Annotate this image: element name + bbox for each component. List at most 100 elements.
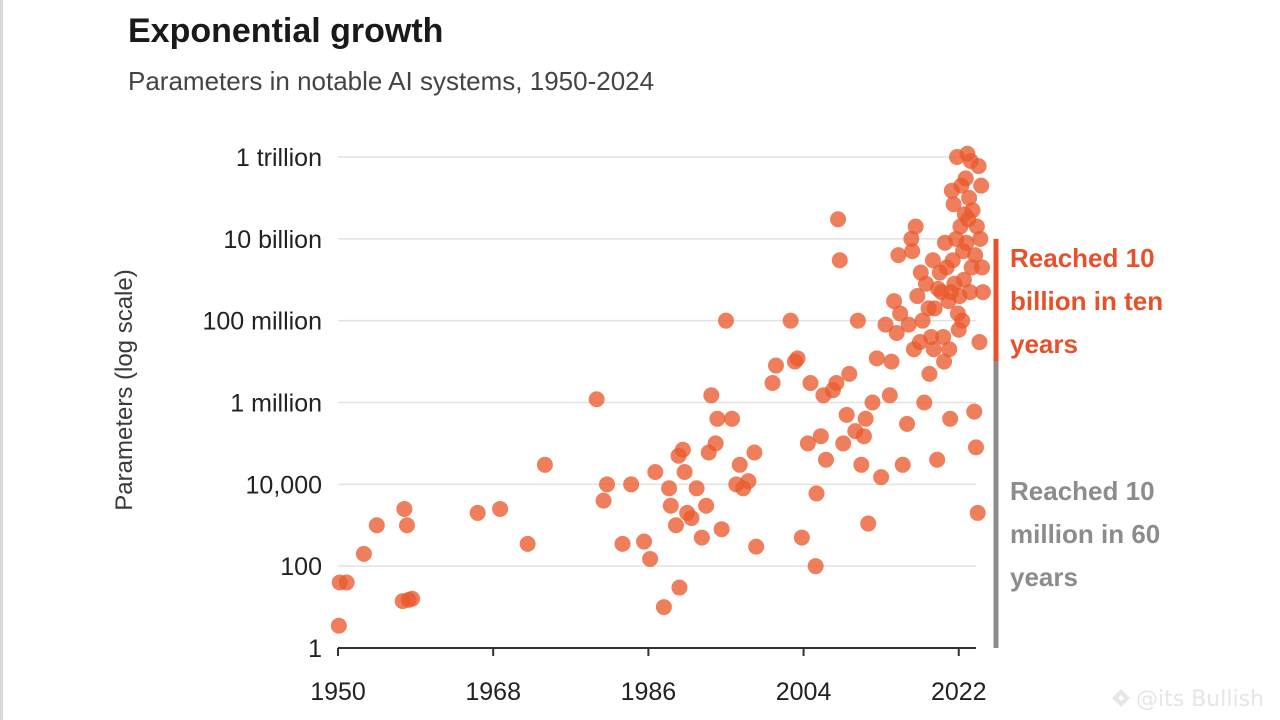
- data-point: [709, 410, 726, 427]
- data-point: [892, 305, 909, 322]
- data-point: [930, 280, 947, 297]
- data-point: [925, 341, 942, 358]
- x-tick-label: 2022: [931, 678, 987, 706]
- data-point: [807, 558, 824, 575]
- data-point: [724, 410, 741, 427]
- data-point: [782, 312, 799, 329]
- annotation-text: years: [1010, 329, 1078, 359]
- data-point: [936, 353, 953, 370]
- data-point: [338, 574, 355, 591]
- data-point: [703, 387, 720, 404]
- data-point: [469, 504, 486, 521]
- data-point: [945, 196, 962, 213]
- y-tick-label: 10,000: [246, 471, 322, 499]
- data-point: [899, 415, 916, 432]
- data-point: [864, 394, 881, 411]
- data-point: [674, 441, 691, 458]
- data-point: [886, 293, 903, 310]
- data-point: [831, 252, 848, 269]
- data-point: [396, 500, 413, 517]
- data-point: [808, 485, 825, 502]
- data-point: [740, 473, 757, 490]
- data-point: [961, 189, 978, 206]
- data-point: [921, 365, 938, 382]
- data-point: [731, 456, 748, 473]
- data-point: [907, 218, 924, 235]
- data-point: [614, 535, 631, 552]
- data-point: [971, 334, 988, 351]
- data-points: [330, 145, 991, 634]
- data-point: [953, 177, 970, 194]
- data-point: [904, 243, 921, 260]
- data-point: [595, 492, 612, 509]
- data-point: [924, 252, 941, 269]
- watermark-text: @its Bullish: [1136, 687, 1264, 712]
- y-tick-label: 10 billion: [223, 226, 322, 254]
- data-point: [955, 271, 972, 288]
- data-point: [793, 529, 810, 546]
- data-point: [671, 579, 688, 596]
- annotation-text: years: [1010, 562, 1078, 592]
- data-point: [838, 406, 855, 423]
- data-point: [698, 497, 715, 514]
- data-point: [894, 456, 911, 473]
- data-point: [812, 428, 829, 445]
- data-point: [973, 177, 990, 194]
- data-point: [830, 211, 847, 228]
- data-point: [623, 476, 640, 493]
- data-point: [835, 435, 852, 452]
- bird-logo-icon: [1112, 689, 1130, 707]
- watermark: @its Bullish: [1112, 687, 1264, 712]
- data-point: [926, 300, 943, 317]
- data-point: [688, 480, 705, 497]
- data-point: [969, 504, 986, 521]
- data-point: [330, 617, 347, 634]
- data-point: [817, 451, 834, 468]
- data-point: [855, 428, 872, 445]
- data-point: [536, 456, 553, 473]
- y-tick-label: 1 trillion: [236, 144, 322, 172]
- annotation-text: Reached 10: [1010, 243, 1155, 273]
- data-point: [961, 284, 978, 301]
- y-axis-label: Parameters (log scale): [111, 269, 138, 510]
- data-point: [857, 410, 874, 427]
- data-point: [667, 517, 684, 534]
- data-point: [966, 403, 983, 420]
- data-point: [398, 517, 415, 534]
- data-point: [949, 305, 966, 322]
- data-point: [707, 435, 724, 452]
- data-point: [868, 350, 885, 367]
- data-point: [799, 435, 816, 452]
- data-point: [828, 374, 845, 391]
- data-point: [916, 394, 933, 411]
- data-point: [972, 230, 989, 247]
- data-point: [929, 451, 946, 468]
- data-point: [962, 152, 979, 169]
- data-point: [912, 264, 929, 281]
- data-point: [956, 206, 973, 223]
- y-tick-label: 100: [280, 553, 322, 581]
- data-point: [905, 341, 922, 358]
- data-point: [967, 247, 984, 264]
- data-point: [647, 464, 664, 481]
- data-point: [942, 284, 959, 301]
- data-point: [598, 476, 615, 493]
- data-point: [764, 374, 781, 391]
- x-tick-label: 1986: [621, 678, 677, 706]
- data-point: [802, 374, 819, 391]
- data-point: [746, 444, 763, 461]
- data-point: [958, 234, 975, 251]
- data-point: [849, 312, 866, 329]
- data-point: [676, 464, 693, 481]
- data-point: [900, 316, 917, 333]
- data-point: [655, 599, 672, 616]
- x-tick-label: 2004: [776, 678, 832, 706]
- data-point: [683, 510, 700, 527]
- data-point: [944, 252, 961, 269]
- data-point: [914, 312, 931, 329]
- y-tick-label: 1 million: [230, 390, 322, 418]
- data-point: [888, 324, 905, 341]
- annotation-text: billion in ten: [1010, 286, 1163, 316]
- left-border: [0, 0, 3, 720]
- data-point: [636, 533, 653, 550]
